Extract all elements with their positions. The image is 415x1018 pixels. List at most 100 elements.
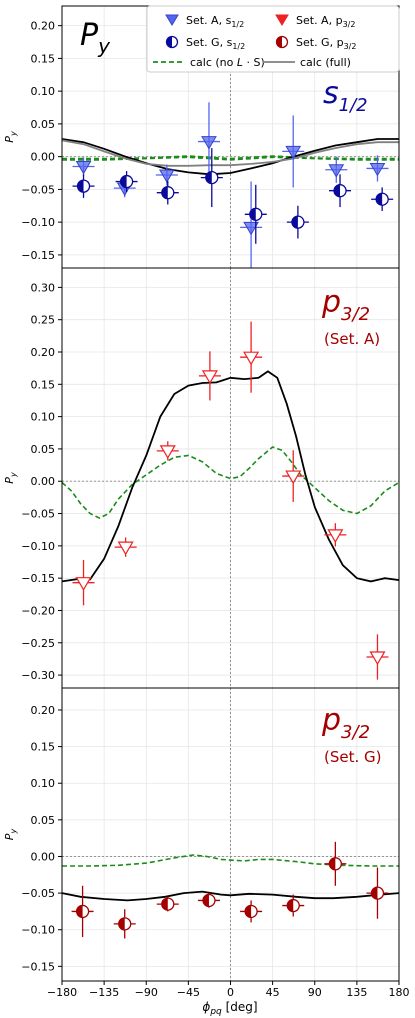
curve-calc-no-l-s- xyxy=(62,854,399,867)
xtick-label: 180 xyxy=(389,986,410,999)
ytick-label: 0.00 xyxy=(31,850,56,863)
marker-triangle-open xyxy=(285,470,302,485)
legend-marker-setA-p xyxy=(275,14,289,26)
marker-triangle-open xyxy=(369,651,386,666)
legend-entry-setG-p: Set. G, p3/2 xyxy=(275,35,356,51)
data-point xyxy=(286,205,309,239)
curve-calc-no-l-s- xyxy=(62,446,399,519)
panels: −0.15 −0.10 −0.05 0.00 0.05 0.10 0.15 0.20 Py s1/… xyxy=(3,5,400,982)
ytick-label: 0.00 xyxy=(31,151,56,164)
ytick-label: 0.00 xyxy=(31,475,56,488)
panel-annotation: s1/2 xyxy=(323,76,368,116)
data-point xyxy=(366,867,389,919)
curve-calc-no-l-s-2 xyxy=(62,156,399,161)
data-point xyxy=(156,441,179,461)
curve-calc-full- xyxy=(62,890,399,902)
data-point xyxy=(114,537,137,557)
svg-text:Set. A, s1/2: Set. A, s1/2 xyxy=(186,14,244,29)
curve-calc-full-gray xyxy=(62,139,399,167)
legend-box xyxy=(146,5,400,73)
plot-area xyxy=(62,102,399,268)
panel-1: −0.15 −0.10 −0.05 0.00 0.05 0.10 0.15 0.20 Py s1/… xyxy=(3,5,400,269)
curve-calc-full- xyxy=(62,138,399,176)
ytick-label: −0.10 xyxy=(21,216,55,229)
y-axis-label-main: P xyxy=(3,477,16,484)
data-point xyxy=(156,180,179,205)
ytick-label: 0.15 xyxy=(31,741,56,754)
marker-half xyxy=(76,905,83,918)
data-point xyxy=(156,896,179,912)
marker-half xyxy=(120,175,127,188)
data-point xyxy=(115,171,138,193)
panel-annotation-set: (Set. G) xyxy=(324,748,382,766)
marker-triangle-open xyxy=(75,577,92,591)
data-point xyxy=(325,156,348,183)
ytick-label: 0.30 xyxy=(31,281,56,294)
xtick-label: 135 xyxy=(346,986,367,999)
data-point xyxy=(366,155,389,182)
data-point xyxy=(71,885,94,938)
marker-half xyxy=(287,899,294,912)
xtick-label: 0 xyxy=(227,986,234,999)
data-point xyxy=(240,321,263,393)
panel-annotation-main: p xyxy=(321,703,341,738)
y-axis-label-main: P xyxy=(3,136,16,143)
y-axis-label-sub: y xyxy=(9,472,18,478)
svg-text:Set. G, s1/2: Set. G, s1/2 xyxy=(186,36,245,51)
legend-marker-setG-p xyxy=(276,36,282,48)
plot-area xyxy=(62,841,399,939)
data-point xyxy=(240,181,263,268)
ytick-label: 0.05 xyxy=(31,443,56,456)
legend-marker-setA-s xyxy=(165,14,179,26)
y-axis-label: Py xyxy=(3,829,18,841)
panel-annotation-sub: 3/2 xyxy=(341,722,370,743)
xtick-label: −45 xyxy=(177,986,200,999)
marker-triangle xyxy=(158,169,175,183)
data-point xyxy=(72,157,95,176)
marker-triangle xyxy=(75,160,92,175)
y-axis-label: Py xyxy=(3,131,18,143)
x-axis-label: ϕpq [deg] xyxy=(202,1000,257,1017)
ytick-label: 0.10 xyxy=(31,777,56,790)
data-point xyxy=(324,523,347,547)
marker-half xyxy=(161,898,168,911)
marker-half xyxy=(329,857,336,870)
xtick-label: 45 xyxy=(266,986,280,999)
panel-annotation-sub: 1/2 xyxy=(339,95,368,116)
ytick-label: −0.05 xyxy=(21,887,55,900)
legend-entry-setG-s: Set. G, s1/2 xyxy=(165,35,245,51)
data-point xyxy=(329,174,352,208)
marker-half xyxy=(291,216,298,229)
ytick-label: −0.25 xyxy=(21,637,55,650)
legend-entry-calc-full: calc (full) xyxy=(263,56,351,69)
panel-annotation-set: (Set. A) xyxy=(324,330,380,348)
data-point xyxy=(72,560,95,606)
y-axis-label: Py xyxy=(3,472,18,484)
data-point xyxy=(371,187,394,212)
marker-triangle-open xyxy=(243,351,260,366)
data-point xyxy=(282,115,305,188)
marker-half xyxy=(334,184,341,197)
x-axis: −180 −135 −90 −45 0 45 90 135 180 xyxy=(47,981,410,999)
svg-text:Set. A, p3/2: Set. A, p3/2 xyxy=(296,14,355,29)
data-point xyxy=(282,894,305,917)
data-point xyxy=(113,909,136,939)
marker-half xyxy=(77,180,84,193)
ytick-label: 0.20 xyxy=(31,20,56,33)
marker-half xyxy=(245,905,252,918)
legend: Set. A, s1/2 Set. A, p3/2 Set. G, s1/2 S… xyxy=(146,5,400,73)
panel-annotation-sub: 3/2 xyxy=(341,304,370,325)
xtick-label: −135 xyxy=(89,986,119,999)
marker-triangle-open xyxy=(327,529,344,544)
data-point xyxy=(240,900,263,923)
ytick-label: −0.05 xyxy=(21,508,55,521)
panel-3: −0.15 −0.10 −0.05 0.00 0.05 0.10 0.15 0.20 Py p3/… xyxy=(3,687,400,982)
panel-annotation-main: s xyxy=(323,76,339,111)
curve-calc-full- xyxy=(62,370,399,583)
legend-entry-setA-p: Set. A, p3/2 xyxy=(275,14,355,29)
ytick-label: 0.15 xyxy=(31,52,56,65)
svg-text:calc (no L · S): calc (no L · S) xyxy=(190,56,265,69)
y-axis-label-sub: y xyxy=(9,131,18,137)
marker-half xyxy=(202,894,209,907)
